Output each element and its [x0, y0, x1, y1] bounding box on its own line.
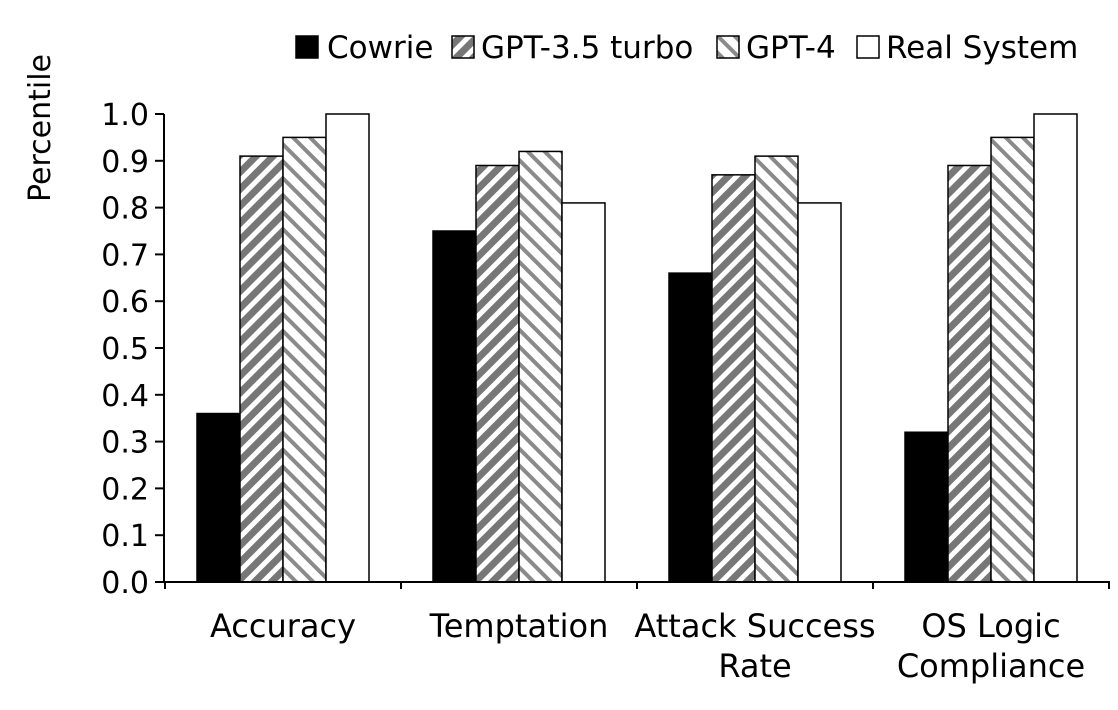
- bar-gpt-4-3: [754, 155, 799, 583]
- bar-cowrie-3: [668, 272, 713, 583]
- bars-layer: [196, 113, 1078, 583]
- x-category-label: Attack Success: [634, 607, 875, 645]
- y-tick-label: 0.3: [101, 426, 149, 461]
- axes-layer: [155, 113, 1110, 589]
- bar-real-system-2: [561, 202, 606, 583]
- x-category-label: Accuracy: [210, 607, 356, 645]
- x-category-label: Compliance: [897, 647, 1085, 685]
- y-tick-label: 0.0: [101, 566, 149, 601]
- y-tick-label: 0.9: [101, 145, 149, 180]
- legend-label-gpt-4: GPT-4: [746, 30, 836, 66]
- x-category-label: OS Logic: [921, 607, 1060, 645]
- y-tick-label: 0.7: [101, 238, 149, 273]
- bar-real-system-1: [325, 113, 370, 583]
- legend-label-cowrie: Cowrie: [327, 30, 433, 66]
- bar-gpt-3-5-turbo-3: [711, 174, 756, 583]
- legend-label-gpt-3-5-turbo: GPT-3.5 turbo: [481, 30, 693, 66]
- legend-swatch-gpt-4: [716, 35, 740, 59]
- y-tick-label: 0.5: [101, 332, 149, 367]
- y-tick-label: 1.0: [101, 98, 149, 133]
- bar-cowrie-2: [432, 230, 477, 583]
- legend-swatch-gpt-3-5-turbo: [451, 35, 475, 59]
- bar-gpt-3-5-turbo-2: [475, 164, 520, 583]
- legend: Cowrie GPT-3.5 turbo GPT-4 Real System: [295, 30, 1078, 66]
- legend-label-real-system: Real System: [886, 30, 1078, 66]
- bar-real-system-4: [1033, 113, 1078, 583]
- y-tick-label: 0.8: [101, 192, 149, 227]
- bar-real-system-3: [797, 202, 842, 583]
- y-tick-label: 0.6: [101, 285, 149, 320]
- bar-gpt-4-4: [990, 136, 1035, 583]
- x-category-label: Temptation: [429, 607, 609, 645]
- legend-swatch-real-system: [856, 35, 880, 59]
- y-tick-label: 0.2: [101, 472, 149, 507]
- labels-layer: 0.0 0.1 0.2 0.3 0.4 0.5 0.6 0.7 0.8 0.9 1.0 Accurac…: [23, 54, 1085, 685]
- legend-swatch-cowrie: [295, 35, 319, 59]
- bar-gpt-3-5-turbo-4: [947, 164, 992, 583]
- x-category-label: Rate: [718, 647, 791, 685]
- bar-gpt-4-2: [518, 150, 563, 583]
- y-tick-label: 0.1: [101, 519, 149, 554]
- y-tick-label: 0.4: [101, 379, 149, 414]
- bar-gpt-4-1: [282, 136, 327, 583]
- bar-cowrie-1: [196, 412, 241, 583]
- y-axis-title: Percentile: [23, 54, 58, 202]
- bar-gpt-3-5-turbo-1: [239, 155, 284, 583]
- bar-cowrie-4: [904, 431, 949, 583]
